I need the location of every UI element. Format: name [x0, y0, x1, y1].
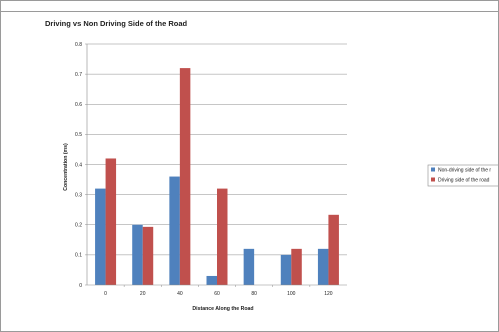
y-tick-label: 0.7: [75, 72, 82, 78]
y-tick-label: 0.1: [75, 253, 82, 259]
bar-non-driving-80: [243, 248, 255, 285]
legend-swatch-driving: [431, 177, 435, 182]
top-strip: [1, 1, 498, 12]
bar-chart: Driving vs Non Driving Side of the Road …: [45, 19, 498, 312]
y-tick-label: 0.3: [75, 192, 82, 198]
y-axis-label: Concentration (ms): [63, 143, 69, 191]
x-tick-label: 80: [251, 291, 257, 297]
bar-driving-60: [217, 188, 228, 285]
bar-non-driving-20: [132, 224, 143, 285]
legend: Non-driving side of the r Driving side o…: [427, 164, 498, 187]
bar-non-driving-40: [169, 176, 180, 285]
bar-driving-20: [142, 226, 154, 285]
x-tick-label: 0: [104, 291, 107, 297]
bar-driving-0: [105, 158, 117, 285]
x-tick-label: 60: [214, 291, 220, 297]
y-tick-label: 0.5: [75, 132, 82, 138]
y-tick-label: 0.2: [75, 223, 82, 229]
bars: [95, 68, 339, 285]
legend-box: [427, 164, 498, 187]
y-tick-label: 0.8: [75, 42, 82, 48]
y-axis-ticks: 0 0.1 0.2 0.3 0.4 0.5 0.6 0.7 0.8: [75, 42, 87, 289]
legend-swatch-non-driving: [431, 167, 435, 172]
bar-driving-100: [291, 248, 302, 285]
x-tick-label: 120: [324, 291, 333, 297]
bar-non-driving-60: [206, 275, 217, 285]
chart-area: Driving vs Non Driving Side of the Road …: [1, 12, 498, 331]
bar-driving-120: [328, 214, 339, 285]
y-tick-label: 0.6: [75, 102, 82, 108]
legend-label-driving: Driving side of the road: [438, 178, 490, 184]
x-axis-label: Distance Along the Road: [192, 306, 253, 312]
x-tick-label: 40: [177, 291, 183, 297]
y-tick-label: 0.4: [75, 162, 82, 168]
bar-driving-40: [179, 68, 191, 285]
y-tick-label: 0: [79, 283, 82, 289]
x-tick-label: 20: [140, 291, 146, 297]
x-tick-label: 100: [287, 291, 296, 297]
chart-title: Driving vs Non Driving Side of the Road: [45, 19, 188, 28]
bar-non-driving-100: [280, 254, 292, 285]
legend-label-non-driving: Non-driving side of the r: [438, 168, 491, 174]
bar-non-driving-0: [95, 188, 106, 285]
bar-non-driving-120: [317, 248, 329, 285]
x-axis-ticks: 0 20 40 60 80 100 120: [104, 285, 333, 297]
